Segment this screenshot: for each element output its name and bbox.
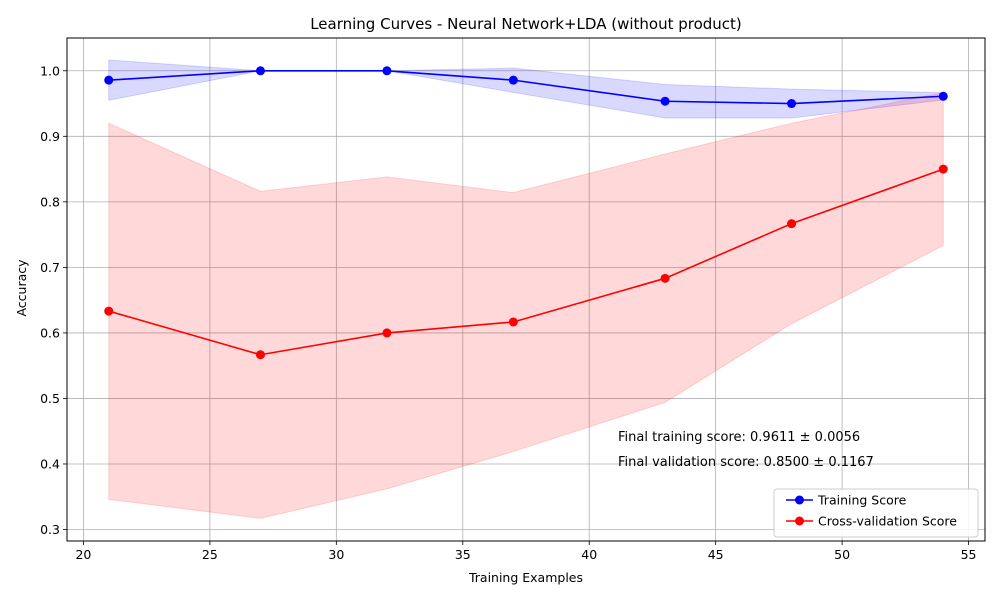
y-tick-label-2: 0.5 [40,391,60,406]
x-tick-label-50: 50 [834,547,850,562]
point-series-0-5 [787,99,797,109]
series-markers [104,66,948,360]
y-tick-label-5: 0.8 [40,194,60,209]
legend: Training Score Cross-validation Score [773,488,979,538]
x-tick-label-45: 45 [708,547,724,562]
legend-box [773,488,979,538]
x-tick-label-20: 20 [75,547,91,562]
x-tick-label-25: 25 [202,547,218,562]
final-validation-score-annotation: Final validation score: 0.8500 ± 0.1167 [618,455,874,470]
band-series-1 [108,91,944,519]
x-tick-label-35: 35 [455,547,471,562]
y-tick-label-4: 0.7 [40,260,60,275]
x-tick-label-30: 30 [328,547,344,562]
point-series-1-6 [938,164,948,174]
legend-label-validation: Cross-validation Score [818,514,957,529]
point-series-1-3 [508,317,518,327]
point-series-0-4 [660,96,670,106]
point-series-0-3 [508,75,518,85]
point-series-1-0 [104,306,114,316]
chart-title: Learning Curves - Neural Network+LDA (wi… [310,15,742,33]
point-series-1-1 [255,350,265,360]
y-tick-label-6: 0.9 [40,129,60,144]
point-series-0-6 [938,91,948,101]
y-tick-label-7: 1.0 [40,63,60,78]
point-series-0-1 [255,66,265,76]
plot-frame [66,37,986,542]
y-tick-label-0: 0.3 [40,522,60,537]
axis-ticks: 20 25 30 35 40 45 50 55 0.3 0.4 0.5 0.6 0.7 0.8 0.9 1.0 [40,63,976,562]
x-axis-label: Training Examples [468,570,583,585]
legend-marker-training [795,495,804,505]
point-series-0-2 [382,66,392,76]
x-tick-label-40: 40 [581,547,597,562]
point-series-0-0 [104,75,114,85]
y-tick-label-1: 0.4 [40,456,60,471]
point-series-1-5 [787,219,797,229]
y-axis-label: Accuracy [14,259,29,317]
final-training-score-annotation: Final training score: 0.9611 ± 0.0056 [618,430,860,445]
y-tick-label-3: 0.6 [40,325,60,340]
plot-area [67,38,985,541]
grid [67,38,985,541]
legend-marker-validation [795,516,804,526]
point-series-1-4 [660,273,670,283]
x-tick-label-55: 55 [961,547,977,562]
legend-label-training: Training Score [817,493,907,508]
point-series-1-2 [382,328,392,338]
